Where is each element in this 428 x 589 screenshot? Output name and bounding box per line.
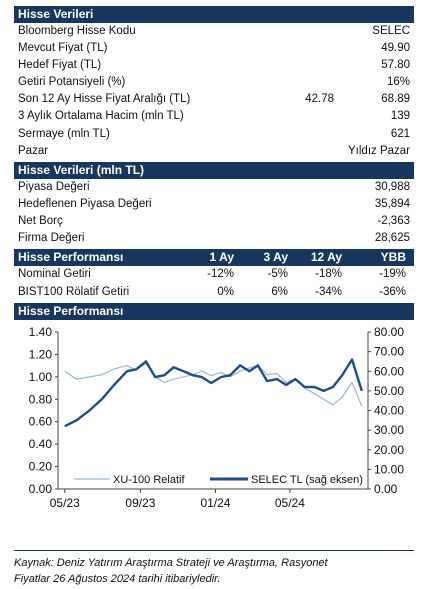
x-tick-label: 01/24	[200, 496, 230, 510]
performance-row: Nominal Getiri -12% -5% -18% -19%	[14, 266, 414, 284]
row-label: Bloomberg Hisse Kodu	[18, 25, 136, 37]
row-label: Pazar	[18, 144, 49, 157]
left-tick-label: 1.20	[29, 348, 53, 362]
right-tick-label: 0.00	[374, 482, 398, 496]
section-header-performance: Hisse Performansı 1 Ay 3 Ay 12 Ay YBB	[14, 249, 414, 267]
row-label: Getiri Potansiyeli (%)	[18, 76, 126, 89]
data-row: Pazar Yıldız Pazar	[14, 143, 414, 160]
series-line-1	[64, 358, 363, 428]
row-label: Net Borç	[18, 214, 63, 227]
row-value: 49.90	[381, 42, 410, 55]
row-label: Piyasa Değeri	[18, 180, 90, 193]
data-row: Sermaye (mln TL) 621	[14, 126, 414, 143]
row-label: Son 12 Ay Hisse Fiyat Aralığı (TL)	[18, 93, 191, 106]
row-value: -2,363	[377, 214, 410, 227]
legend-label-selec: SELEC TL (sağ eksen)	[251, 474, 363, 486]
row-label: Firma Değeri	[18, 232, 85, 245]
performance-cell: -5%	[267, 268, 288, 281]
performance-chart: 0.00 0.20 0.40 0.60 0.80 1.00 1.20 1.40 0.00 10.0…	[14, 320, 414, 516]
left-tick-label: 0.80	[29, 392, 53, 406]
left-tick-label: 0.20	[29, 460, 53, 474]
row-value: 68.89	[381, 93, 410, 106]
row-label: 3 Aylık Ortalama Hacim (mln TL)	[18, 110, 184, 123]
performance-cell: -12%	[207, 268, 234, 281]
performance-table: Nominal Getiri -12% -5% -18% -19% BIST100 Röl…	[14, 266, 414, 301]
row-value: 621	[390, 127, 410, 140]
performance-cell: -19%	[379, 268, 406, 281]
section-header-hisse-verileri: Hisse Verileri	[14, 6, 414, 23]
left-tick-label: 1.00	[29, 370, 53, 384]
right-tick-label: 60.00	[374, 364, 404, 378]
performance-cell: 0%	[217, 285, 234, 298]
left-tick-label: 0.00	[29, 482, 53, 496]
row-value: 35,894	[374, 197, 410, 210]
data-row: Getiri Potansiyeli (%) 16%	[14, 74, 414, 91]
performance-cell: 6%	[271, 285, 288, 298]
row-value: 28,625	[374, 232, 410, 245]
data-row: Mevcut Fiyat (TL) 49.90	[14, 40, 414, 57]
x-tick-label: 05/23	[50, 496, 80, 510]
performance-row: BIST100 Rölatif Getiri 0% 6% -34% -36%	[14, 284, 414, 302]
stock-data-table: Bloomberg Hisse Kodu SELEC Mevcut Fiyat (T…	[14, 23, 414, 160]
data-row: Piyasa Değeri 30,988	[14, 179, 414, 196]
row-label: BIST100 Rölatif Getiri	[18, 285, 130, 298]
row-label: Hedeflenen Piyasa Değeri	[18, 197, 152, 210]
row-value: Yıldız Pazar	[348, 144, 410, 157]
performance-chart-svg: 0.00 0.20 0.40 0.60 0.80 1.00 1.20 1.40 0.00 10.0…	[29, 325, 405, 510]
left-tick-label: 0.60	[29, 415, 53, 429]
right-tick-label: 50.00	[374, 384, 404, 398]
valuation-table: Piyasa Değeri 30,988 Hedeflenen Piyasa Değ…	[14, 179, 414, 247]
data-row: Net Borç -2,363	[14, 213, 414, 230]
row-value: 30,988	[374, 180, 410, 193]
footer-note: Kaynak: Deniz Yatırım Araştırma Strateji…	[14, 550, 414, 587]
section-header-performance-chart: Hisse Performansı	[14, 303, 414, 321]
data-row: 3 Aylık Ortalama Hacim (mln TL) 139	[14, 108, 414, 125]
col-3ay: 3 Ay	[263, 250, 288, 265]
row-label: Sermaye (mln TL)	[18, 127, 110, 140]
col-1ay: 1 Ay	[209, 250, 234, 265]
row-value: SELEC	[372, 25, 410, 37]
row-value: 57.80	[381, 59, 410, 72]
data-row: Bloomberg Hisse Kodu SELEC	[14, 23, 414, 40]
row-label: Mevcut Fiyat (TL)	[18, 42, 108, 55]
col-12ay: 12 Ay	[310, 250, 342, 265]
right-tick-label: 20.00	[374, 443, 404, 457]
right-tick-label: 80.00	[374, 325, 404, 339]
section-header-hisse-verileri-mln: Hisse Verileri (mln TL)	[14, 161, 414, 179]
data-row: Hedeflenen Piyasa Değeri 35,894	[14, 196, 414, 213]
footer-date: Fiyatlar 26 Ağustos 2024 tarihi itibariy…	[14, 573, 221, 585]
footer-source: Kaynak: Deniz Yatırım Araştırma Strateji…	[14, 557, 328, 569]
data-row: Son 12 Ay Hisse Fiyat Aralığı (TL) 42.78 6…	[14, 91, 414, 108]
performance-cell: -36%	[379, 285, 406, 298]
row-label: Hedef Fiyat (TL)	[18, 59, 102, 72]
x-tick-label: 09/23	[125, 496, 155, 510]
series-line-0	[64, 362, 363, 407]
right-tick-label: 10.00	[374, 463, 404, 477]
row-value: 16%	[386, 76, 410, 89]
row-label: Nominal Getiri	[18, 268, 91, 281]
row-low-value: 42.78	[305, 93, 334, 106]
performance-cell: -18%	[315, 268, 342, 281]
data-row: Hedef Fiyat (TL) 57.80	[14, 57, 414, 74]
right-tick-label: 70.00	[374, 345, 404, 359]
row-value: 139	[390, 110, 410, 123]
legend-label-xu100: XU-100 Relatif	[113, 474, 185, 486]
left-tick-label: 0.40	[29, 437, 53, 451]
performance-title: Hisse Performansı	[18, 250, 124, 265]
stock-data-panel: Hisse Verileri Bloomberg Hisse Kodu SELEC…	[14, 6, 414, 516]
x-tick-label: 05/24	[275, 496, 305, 510]
col-ybb: YBB	[380, 250, 406, 265]
data-row: Firma Değeri 28,625	[14, 230, 414, 247]
left-tick-label: 1.40	[29, 325, 53, 339]
right-tick-label: 30.00	[374, 423, 404, 437]
performance-cell: -34%	[315, 285, 342, 298]
right-tick-label: 40.00	[374, 404, 404, 418]
